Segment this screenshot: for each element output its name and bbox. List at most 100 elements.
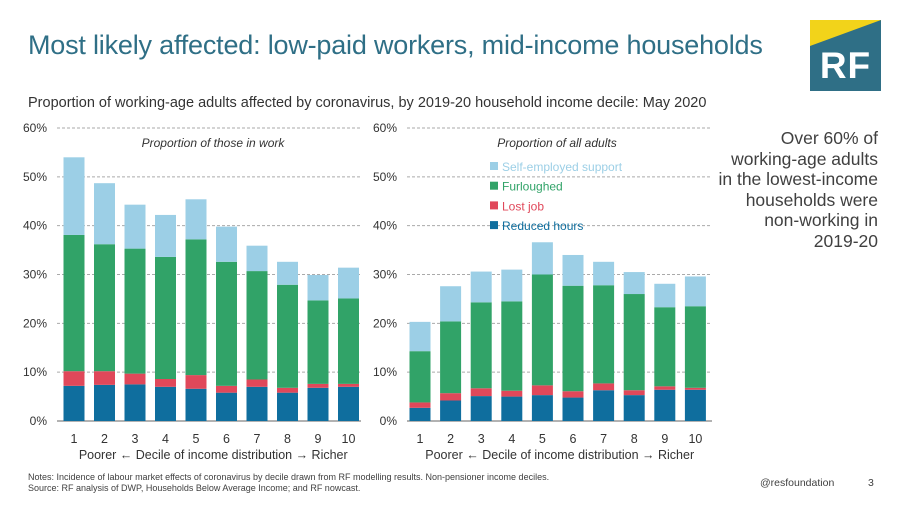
bar-segment-self-employed [185,199,207,240]
bar-segment-furloughed [246,271,268,380]
bar-segment-lost-job [338,383,359,387]
bar-segment-furloughed [684,306,706,388]
legend-label: Reduced hours [502,219,583,233]
callout-text: Over 60% of working-age adults in the lo… [718,128,878,251]
x-tick-label: 5 [193,432,200,446]
bar-segment-furloughed [531,274,553,386]
y-tick-label: 50% [23,170,47,184]
y-tick-label: 30% [373,268,397,282]
y-tick-label: 0% [380,414,398,428]
bar-segment-furloughed [440,321,462,394]
y-tick-label: 0% [30,414,48,428]
x-tick-label: 3 [132,432,139,446]
y-tick-label: 10% [373,365,397,379]
bar-segment-furloughed [654,307,676,387]
bar-segment-furloughed [185,239,207,376]
bar-segment-lost-job [277,387,298,393]
bar-segment-self-employed [623,272,645,295]
x-tick-label: 7 [254,432,261,446]
bar-segment-lost-job [531,385,553,396]
bar-segment-lost-job [623,390,645,396]
bar-segment-furloughed [216,261,237,386]
legend-swatch-reduced-hours [490,221,498,230]
x-tick-label: 7 [600,432,607,446]
y-tick-label: 40% [373,219,397,233]
bar-segment-lost-job [654,386,676,390]
bar-segment-reduced-hours [307,387,329,421]
bar-segment-reduced-hours [124,384,146,421]
x-axis-label: Poorer ← Decile of income distribution →… [79,448,348,462]
bar-segment-reduced-hours [409,407,431,421]
bar-segment-self-employed [440,286,462,322]
x-tick-label: 5 [539,432,546,446]
bar-segment-furloughed [593,285,615,384]
bar-segment-self-employed [654,283,676,308]
bar-segment-lost-job [307,383,329,388]
y-tick-label: 10% [23,365,47,379]
bar-segment-reduced-hours [623,395,645,421]
bar-segment-lost-job [94,371,115,385]
source-line: Source: RF analysis of DWP, Households B… [28,483,361,493]
bar-segment-reduced-hours [155,386,176,421]
x-tick-label: 9 [315,432,322,446]
x-tick-label: 2 [447,432,454,446]
bar-segment-reduced-hours [440,400,462,421]
y-tick-label: 40% [23,219,47,233]
bar-segment-reduced-hours [531,395,553,421]
x-tick-label: 1 [417,432,424,446]
bar-segment-furloughed [277,284,298,388]
y-tick-label: 50% [373,170,397,184]
bar-segment-self-employed [593,261,615,286]
legend-swatch-furloughed [490,181,498,190]
chart-title: Proportion of those in work [142,136,286,150]
bar-segment-self-employed [501,269,523,302]
bar-segment-reduced-hours [63,385,85,421]
x-tick-label: 1 [71,432,78,446]
x-tick-label: 8 [284,432,291,446]
logo-text: RF [819,45,872,86]
x-tick-label: 9 [661,432,668,446]
bar-segment-reduced-hours [277,392,298,421]
notes-line: Notes: Incidence of labour market effect… [28,472,550,482]
bar-segment-lost-job [155,379,176,387]
bar-segment-self-employed [562,254,584,286]
bar-segment-lost-job [593,383,615,391]
bar-segment-lost-job [63,371,85,386]
bar-segment-self-employed [124,204,146,249]
page-title: Most likely affected: low-paid workers, … [28,30,763,60]
logo-yellow-triangle [810,20,881,46]
legend-label: Self-employed support [502,160,623,174]
legend-swatch-self-employed [490,162,498,170]
bar-segment-lost-job [501,390,523,397]
bar-segment-furloughed [307,300,329,384]
x-tick-label: 8 [631,432,638,446]
bar-segment-reduced-hours [562,397,584,421]
bar-segment-self-employed [155,214,176,257]
bar-segment-lost-job [216,385,237,393]
bar-segment-lost-job [684,387,706,390]
bar-segment-lost-job [440,393,462,401]
bar-segment-lost-job [185,375,207,389]
bar-segment-furloughed [623,294,645,391]
bar-segment-self-employed [277,261,298,285]
y-tick-label: 60% [23,121,47,135]
x-tick-label: 10 [688,432,702,446]
bar-segment-self-employed [409,321,431,352]
footer-notes: Notes: Incidence of labour market effect… [28,472,549,494]
x-axis-label: Poorer ← Decile of income distribution →… [425,448,694,462]
legend-swatch-lost-job [490,201,498,210]
bar-segment-reduced-hours [470,396,492,421]
bar-segment-self-employed [246,245,268,272]
bar-segment-lost-job [409,402,431,408]
bar-segment-self-employed [63,157,85,235]
bar-segment-self-employed [470,271,492,303]
bar-segment-self-employed [531,242,553,275]
bar-segment-furloughed [94,244,115,372]
x-tick-label: 10 [342,432,356,446]
y-tick-label: 30% [23,268,47,282]
twitter-handle: @resfoundation [760,477,835,489]
bar-segment-lost-job [470,388,492,397]
x-tick-label: 6 [223,432,230,446]
charts-canvas: 0% 10% 2 0% 30% 40% 50% 60% Proportion of those … [23,121,712,462]
x-tick-label: 4 [162,432,169,446]
